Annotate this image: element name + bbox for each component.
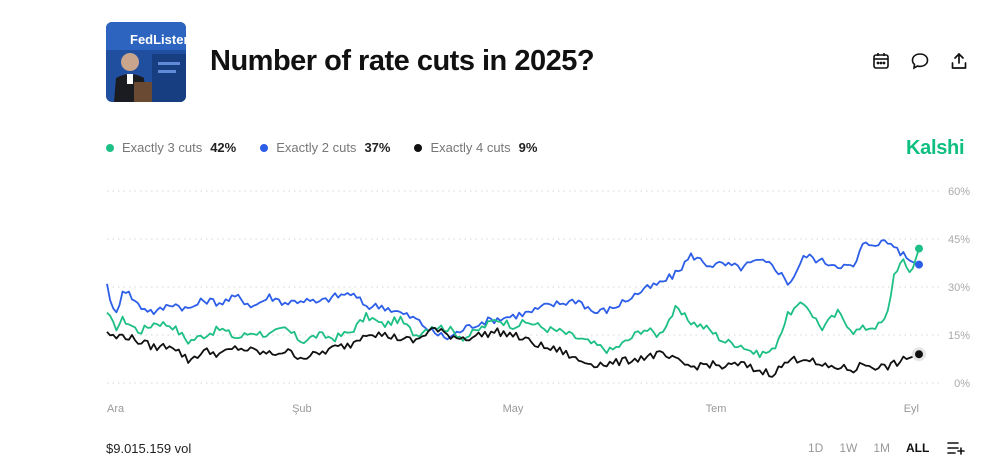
series-line: [106, 327, 920, 378]
range-1w-button[interactable]: 1W: [839, 441, 858, 455]
volume-label: $9.015.159 vol: [106, 441, 192, 456]
time-range-selector: 1D 1W 1M ALL: [808, 441, 966, 455]
y-tick-label: 15%: [948, 330, 970, 342]
y-tick-label: 45%: [948, 234, 970, 246]
share-icon[interactable]: [948, 50, 970, 72]
y-tick-label: 30%: [948, 282, 970, 294]
legend-item-2-cuts[interactable]: Exactly 2 cuts 37%: [260, 140, 390, 155]
series-end-point: [915, 244, 923, 253]
legend-value: 42%: [210, 140, 237, 155]
legend-item-4-cuts[interactable]: Exactly 4 cuts 9%: [414, 140, 537, 155]
y-tick-label: 0%: [954, 378, 970, 390]
range-1m-button[interactable]: 1M: [873, 441, 891, 455]
legend-label: Exactly 2 cuts: [276, 140, 357, 155]
legend-dot: [106, 143, 114, 152]
legend-value: 37%: [364, 140, 391, 155]
calendar-icon[interactable]: [870, 50, 892, 72]
series-line: [106, 248, 920, 359]
x-tick-label: Tem: [706, 403, 727, 415]
series-line: [106, 239, 920, 341]
series-end-point: [915, 350, 923, 359]
range-1d-button[interactable]: 1D: [808, 441, 824, 455]
x-tick-label: Eyl: [904, 403, 919, 415]
comment-icon[interactable]: [909, 50, 931, 72]
range-all-button[interactable]: ALL: [906, 441, 930, 455]
x-tick-label: May: [503, 403, 524, 415]
series-end-point: [915, 260, 923, 269]
legend-label: Exactly 3 cuts: [122, 140, 203, 155]
page-title: Number of rate cuts in 2025?: [210, 45, 595, 77]
x-tick-label: Ara: [107, 403, 125, 415]
kalshi-logo[interactable]: Kalshi: [906, 137, 965, 159]
legend-dot: [260, 143, 269, 152]
legend-dot: [414, 143, 423, 152]
legend-item-3-cuts[interactable]: Exactly 3 cuts 42%: [106, 140, 236, 155]
x-tick-label: Şub: [292, 403, 312, 415]
legend-value: 9%: [518, 140, 538, 155]
thumbnail-caption: FedListens: [130, 32, 186, 47]
chart-settings-icon[interactable]: [947, 441, 966, 455]
market-thumbnail: FedListens: [106, 22, 186, 102]
legend-label: Exactly 4 cuts: [430, 140, 511, 155]
y-tick-label: 60%: [948, 186, 970, 198]
chart-legend: Exactly 3 cuts 42% Exactly 2 cuts 37% Ex…: [106, 140, 537, 155]
